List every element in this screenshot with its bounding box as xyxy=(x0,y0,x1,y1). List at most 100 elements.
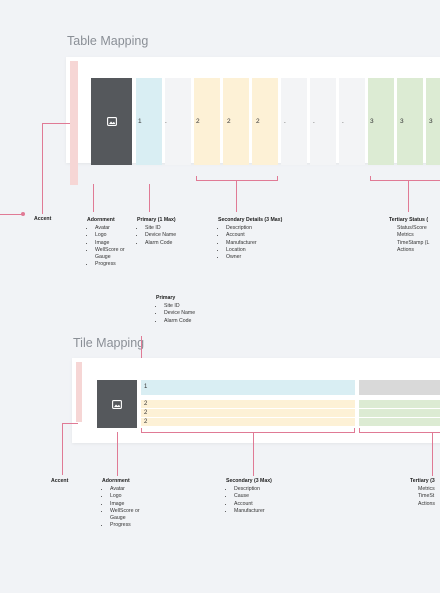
tile-tertiary-row xyxy=(359,409,440,417)
tile-adornment-cell xyxy=(97,380,137,428)
list-item: Avatar xyxy=(110,486,150,493)
tertiary-bracket-left xyxy=(370,176,371,180)
tile-adornment-connector xyxy=(117,432,118,476)
secondary-connector xyxy=(236,180,237,212)
list-item: Location xyxy=(226,247,282,254)
tile-secondary-bracket-right xyxy=(354,428,355,432)
list-item: Actions xyxy=(418,501,440,508)
list-item: Image xyxy=(95,240,135,247)
table-mapping-title: Table Mapping xyxy=(67,34,149,48)
table-primary-cell: 1 xyxy=(136,78,162,165)
tile-tertiary-bracket-left xyxy=(359,428,360,432)
list-item: Actions xyxy=(397,247,440,254)
tile-tertiary-title: Tertiary (3 xyxy=(410,478,435,484)
table-blank-cell: . xyxy=(281,78,307,165)
tile-adornment-label: Adornment Avatar Logo Image WellScore or… xyxy=(102,478,150,530)
tile-tertiary-connector xyxy=(432,432,433,476)
list-item: WellScore or Gauge xyxy=(95,247,135,262)
table-blank-cell-label: . xyxy=(342,118,344,125)
tile-secondary-bracket-left xyxy=(141,428,142,432)
table-primary-cell-label: 1 xyxy=(138,118,142,125)
list-item: Logo xyxy=(95,232,135,239)
list-item: Manufacturer xyxy=(234,508,272,515)
tile-tertiary-label: Tertiary (3 Metrics TimeSt Actions xyxy=(410,478,440,508)
tile-secondary-row-label: 2 xyxy=(144,419,148,425)
tile-primary-label: Primary Site ID Device Name Alarm Code xyxy=(156,295,195,325)
table-tertiary-cell-label: 3 xyxy=(400,118,404,125)
tile-secondary-row-label: 2 xyxy=(144,401,148,407)
table-adornment-title: Adornment xyxy=(87,217,115,223)
accent-connector-v xyxy=(42,123,43,214)
list-item: Status/Score xyxy=(397,225,440,232)
list-item: Logo xyxy=(110,493,150,500)
tile-primary-row: 1 xyxy=(141,380,355,395)
tile-tertiary-bracket xyxy=(359,432,440,433)
list-item: Alarm Code xyxy=(164,318,195,325)
tile-secondary-row-label: 2 xyxy=(144,410,148,416)
accent-lead-dot xyxy=(21,212,25,216)
primary-connector xyxy=(149,184,150,212)
table-secondary-cell: 2 xyxy=(223,78,249,165)
list-item: Manufacturer xyxy=(226,240,282,247)
list-item: Alarm Code xyxy=(145,240,176,247)
table-accent-strip xyxy=(70,61,78,185)
tile-secondary-row: 2 xyxy=(141,409,355,417)
tile-accent-connector-v xyxy=(62,423,63,475)
table-secondary-title: Secondary Details (3 Max) xyxy=(218,217,283,223)
list-item: Description xyxy=(226,225,282,232)
table-accent-label: Accent xyxy=(34,216,52,222)
tile-primary-row-label: 1 xyxy=(144,384,148,390)
table-adornment-label: Adornment Avatar Logo Image WellScore or… xyxy=(87,217,135,269)
tile-tertiary-row xyxy=(359,400,440,408)
table-secondary-cell-label: 2 xyxy=(256,118,260,125)
tile-secondary-connector xyxy=(253,432,254,476)
table-secondary-cell: 2 xyxy=(194,78,220,165)
adornment-connector xyxy=(93,184,94,212)
tile-secondary-title: Secondary (3 Max) xyxy=(226,478,272,484)
list-item: TimeStamp (L xyxy=(397,240,440,247)
table-tertiary-cell-label: 3 xyxy=(429,118,433,125)
table-secondary-cell-label: 2 xyxy=(227,118,231,125)
table-tertiary-cell: 3 xyxy=(368,78,394,165)
list-item: Site ID xyxy=(164,303,195,310)
table-blank-cell: . xyxy=(165,78,191,165)
table-tertiary-cell: 3 xyxy=(426,78,440,165)
secondary-bracket-right xyxy=(277,176,278,180)
table-blank-cell-label: . xyxy=(284,118,286,125)
table-adornment-cell xyxy=(91,78,132,165)
table-blank-cell-label: . xyxy=(313,118,315,125)
tile-accent-connector-h xyxy=(62,423,78,424)
tertiary-bracket xyxy=(370,180,440,181)
list-item: Cause xyxy=(234,493,272,500)
list-item: Account xyxy=(226,232,282,239)
secondary-bracket xyxy=(196,180,278,181)
tertiary-connector xyxy=(408,180,409,212)
table-secondary-cell: 2 xyxy=(252,78,278,165)
table-blank-cell: . xyxy=(310,78,336,165)
list-item: TimeSt xyxy=(418,493,440,500)
list-item: Image xyxy=(110,501,150,508)
table-secondary-cell-label: 2 xyxy=(196,118,200,125)
tile-secondary-row: 2 xyxy=(141,418,355,426)
table-tertiary-cell: 3 xyxy=(397,78,423,165)
tile-primary-title: Primary xyxy=(156,295,176,301)
tile-secondary-row: 2 xyxy=(141,400,355,408)
tile-accent-label: Accent xyxy=(51,478,69,484)
tile-mapping-title: Tile Mapping xyxy=(73,336,145,350)
list-item: Progress xyxy=(95,261,135,268)
list-item: Device Name xyxy=(145,232,176,239)
table-secondary-label: Secondary Details (3 Max) Description Ac… xyxy=(218,217,282,261)
list-item: Avatar xyxy=(95,225,135,232)
list-item: Metrics xyxy=(418,486,440,493)
list-item: Progress xyxy=(110,522,150,529)
list-item: Device Name xyxy=(164,310,195,317)
list-item: Account xyxy=(234,501,272,508)
list-item: WellScore or Gauge xyxy=(110,508,150,523)
table-blank-cell-label: . xyxy=(165,118,167,125)
tile-tertiary-row xyxy=(359,380,440,395)
image-icon xyxy=(112,399,122,409)
accent-connector-h xyxy=(42,123,70,124)
accent-lead-line xyxy=(0,214,22,215)
tile-secondary-label: Secondary (3 Max) Description Cause Acco… xyxy=(226,478,272,515)
table-tertiary-label: Tertiary Status ( Status/Score Metrics T… xyxy=(389,217,440,254)
